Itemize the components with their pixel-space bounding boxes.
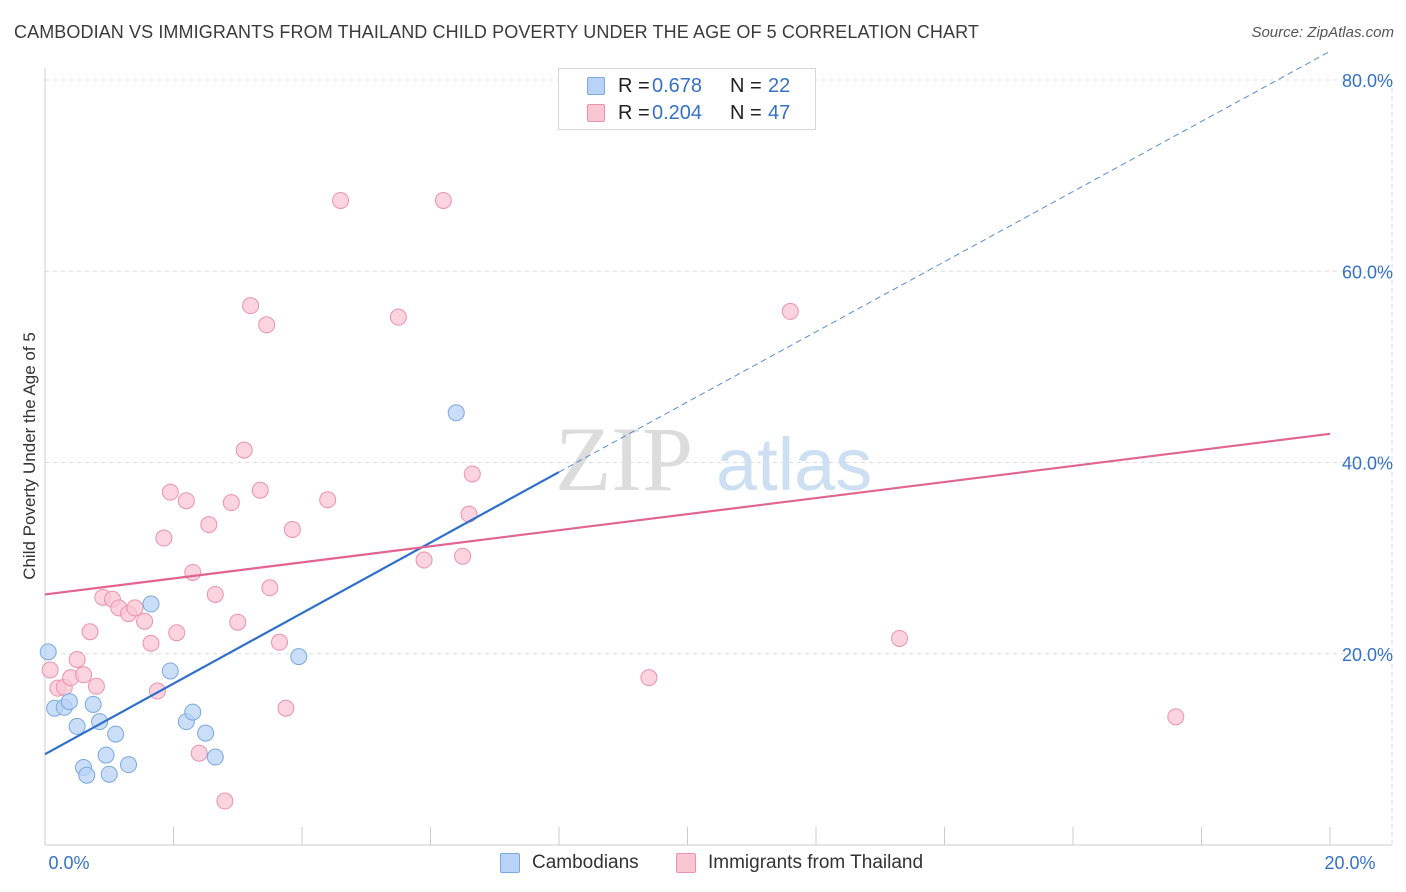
n-label: N = xyxy=(730,102,762,124)
r-label: R = xyxy=(618,75,650,97)
cambodian-point xyxy=(184,703,202,721)
source-label: Source: ZipAtlas.com xyxy=(1251,24,1394,41)
cambodian-point xyxy=(120,756,138,774)
r-value: 0.678 xyxy=(652,75,703,97)
thailand-point xyxy=(261,579,279,597)
thailand-point xyxy=(251,481,269,499)
y-tick-label: 20.0% xyxy=(1342,645,1393,665)
x-tick-label: 0.0% xyxy=(48,853,89,873)
legend-label-thailand: Immigrants from Thailand xyxy=(708,852,924,873)
thailand-point xyxy=(258,316,276,334)
cambodians-trend-line xyxy=(44,471,560,756)
x-tick-label: 20.0% xyxy=(1324,853,1375,873)
thailand-point xyxy=(389,308,407,326)
cambodian-point xyxy=(161,662,179,680)
cambodian-point xyxy=(197,724,215,742)
watermark-zip: ZIP xyxy=(555,408,693,510)
cambodians-swatch xyxy=(587,77,605,95)
r-value: 0.204 xyxy=(652,102,703,124)
cambodian-point xyxy=(142,595,160,613)
chart-title: CAMBODIAN VS IMMIGRANTS FROM THAILAND CH… xyxy=(14,22,979,42)
legend-label-cambodians: Cambodians xyxy=(532,852,639,873)
y-tick-label: 40.0% xyxy=(1342,454,1393,474)
thailand-point xyxy=(434,191,452,209)
thailand-point xyxy=(168,624,186,642)
thailand-trend-line xyxy=(44,432,1331,596)
thailand-point xyxy=(242,297,260,315)
cambodian-point xyxy=(60,693,78,711)
thailand-point xyxy=(640,669,658,687)
thailand-point xyxy=(177,492,195,510)
cambodian-point xyxy=(447,404,465,422)
cambodian-point xyxy=(107,725,125,743)
r-label: R = xyxy=(618,102,650,124)
n-label: N = xyxy=(730,75,762,97)
thailand-point xyxy=(126,599,144,617)
y-tick-label: 60.0% xyxy=(1342,262,1393,282)
thailand-point xyxy=(1167,708,1185,726)
cambodian-point xyxy=(206,748,224,766)
cambodians-trend-extension xyxy=(558,50,1331,473)
thailand-point xyxy=(781,302,799,320)
thailand-point xyxy=(271,633,289,651)
thailand-point xyxy=(415,551,433,569)
watermark: ZIP atlas xyxy=(555,408,872,510)
grid-lines xyxy=(45,79,1393,845)
cambodians-swatch xyxy=(500,853,520,873)
tick-labels: 20.0% 40.0% 60.0% 80.0% 0.0% 20.0% xyxy=(48,71,1393,873)
cambodian-point xyxy=(97,746,115,764)
cambodian-point xyxy=(84,695,102,713)
thailand-point xyxy=(222,494,240,512)
thailand-point xyxy=(206,585,224,603)
thailand-point xyxy=(41,661,59,679)
thailand-point xyxy=(142,634,160,652)
y-axis-label: Child Poverty Under the Age of 5 xyxy=(20,332,39,580)
trend-lines xyxy=(44,50,1331,756)
cambodian-point xyxy=(100,765,118,783)
cambodian-point xyxy=(68,717,86,735)
cambodian-point xyxy=(39,643,57,661)
thailand-point xyxy=(229,613,247,631)
thailand-point xyxy=(200,516,218,534)
thailand-point xyxy=(891,629,909,647)
cambodian-point xyxy=(78,766,96,784)
thailand-swatch xyxy=(676,853,696,873)
thailand-point xyxy=(184,563,202,581)
n-value: 22 xyxy=(768,75,791,97)
thailand-point xyxy=(277,699,295,717)
thailand-point xyxy=(235,441,253,459)
thailand-point xyxy=(332,191,350,209)
thailand-point xyxy=(75,666,93,684)
thailand-point xyxy=(463,465,481,483)
thailand-point xyxy=(87,677,105,695)
thailand-point xyxy=(136,612,154,630)
thailand-point xyxy=(68,650,86,668)
data-points xyxy=(39,191,1185,810)
watermark-atlas: atlas xyxy=(716,423,872,506)
thailand-swatch xyxy=(587,104,605,122)
cambodian-point xyxy=(290,648,308,666)
n-value: 47 xyxy=(768,102,791,124)
thailand-point xyxy=(155,529,173,547)
thailand-point xyxy=(81,623,99,641)
axes xyxy=(44,68,1392,846)
thailand-point xyxy=(319,491,337,509)
thailand-point xyxy=(190,744,208,762)
thailand-point xyxy=(216,792,234,810)
thailand-point xyxy=(454,547,472,565)
correlation-legend: R = 0.678 N = 22 R = 0.204 N = 47 xyxy=(558,68,816,130)
thailand-point xyxy=(283,520,301,538)
thailand-point xyxy=(460,505,478,523)
thailand-point xyxy=(161,483,179,501)
y-tick-label: 80.0% xyxy=(1342,71,1393,91)
